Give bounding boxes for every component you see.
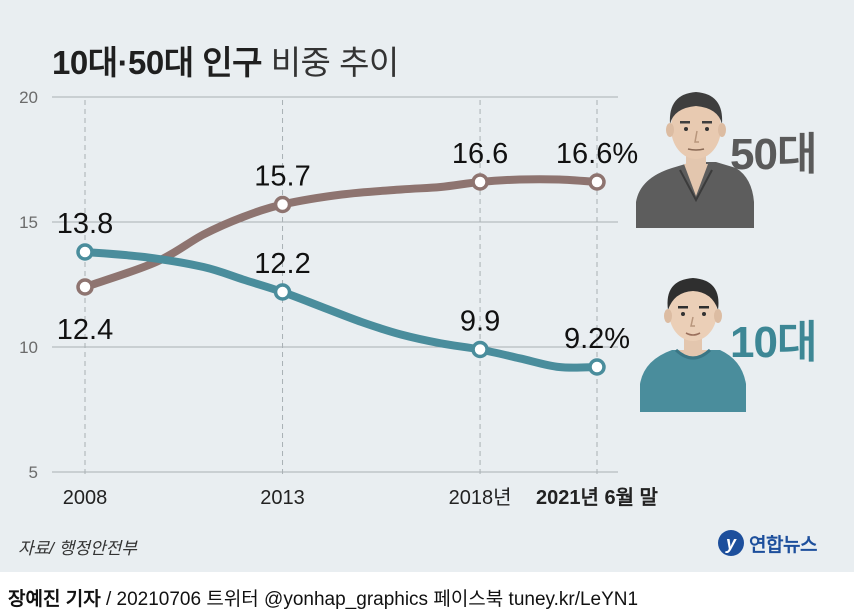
legend-teens-label: 10대 [730, 318, 817, 367]
adult-man-illustration [636, 92, 754, 228]
data-point-50s [273, 195, 292, 214]
data-point-teens [273, 283, 292, 301]
source-note: 자료/ 행정안전부 [18, 539, 137, 558]
data-label-50s: 16.6 [452, 138, 508, 170]
data-point-teens [471, 340, 489, 359]
teen-boy-illustration [640, 278, 746, 412]
series-line-teens [81, 248, 601, 372]
data-label-50s: 12.4 [57, 314, 113, 346]
series-line-50s [81, 175, 601, 291]
data-label-50s: 16.6% [556, 138, 638, 170]
data-point-50s [588, 173, 606, 191]
title-bold: 10대·50대 인구 [52, 44, 263, 81]
legend-50s-label: 50대 [730, 130, 817, 179]
x-tick-label: 2008 [63, 487, 108, 509]
title-normal: 비중 추이 [270, 44, 400, 81]
credit-author: 장예진 기자 [8, 589, 101, 610]
x-tick-label: 2013 [260, 487, 305, 509]
data-label-teens: 13.8 [57, 208, 113, 240]
credit-line: 장예진 기자 / 20210706 트위터 @yonhap_graphics 페… [8, 584, 638, 611]
data-point-50s [471, 173, 489, 191]
x-tick-label: 2021년 6월 말 [536, 486, 659, 509]
y-tick-label: 10 [19, 338, 38, 357]
yonhap-logo: y 연합뉴스 [718, 528, 817, 558]
data-point-teens [588, 358, 606, 376]
y-tick-label: 15 [19, 213, 38, 232]
logo-text: 연합뉴스 [749, 534, 817, 556]
x-tick-label: 2018년 [449, 486, 512, 509]
data-label-teens: 9.9 [460, 306, 500, 338]
line-chart: 5 10 15 20 2008 2013 2018년 2021년 6월 말 12.4 15.7 1… [19, 88, 754, 509]
y-tick-label: 5 [29, 463, 38, 482]
data-label-teens: 9.2% [564, 323, 630, 355]
data-label-teens: 12.2 [254, 248, 310, 280]
chart-title: 10대·50대 인구 비중 추이 [52, 36, 399, 84]
credit-rest: / 20210706 트위터 @yonhap_graphics 페이스북 tun… [100, 589, 639, 610]
data-point-50s [76, 278, 94, 296]
logo-mark-icon: y [718, 530, 744, 556]
data-label-50s: 15.7 [254, 161, 310, 193]
y-tick-label: 20 [19, 88, 38, 107]
data-point-teens [76, 243, 94, 261]
